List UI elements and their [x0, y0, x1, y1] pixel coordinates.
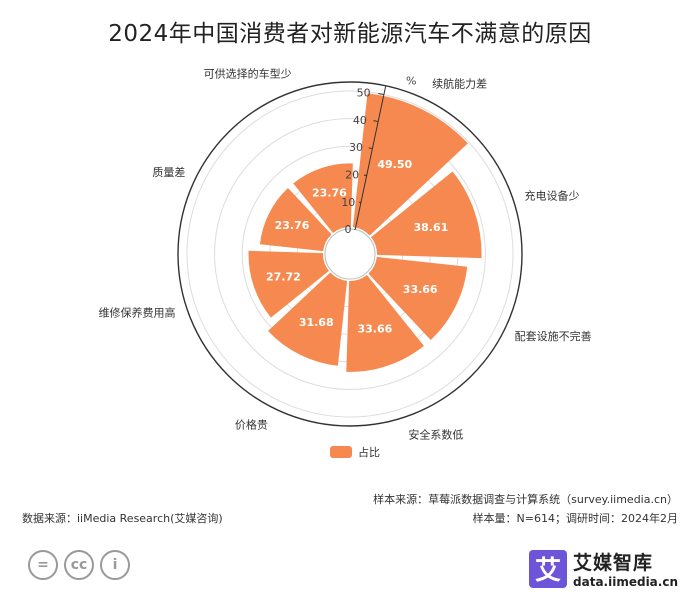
value-label: 27.72 [266, 270, 301, 283]
axis-tick-label: 40 [353, 114, 367, 127]
radial-axis [354, 85, 387, 230]
outer-ring [177, 81, 523, 427]
axis-tick-label: 30 [349, 141, 363, 154]
legend-swatch [330, 446, 352, 458]
category-label: 维修保养费用高 [99, 305, 176, 319]
axis-tick [373, 120, 379, 123]
bar-sector[interactable] [371, 171, 482, 259]
axis-tick-label: 0 [344, 223, 351, 236]
bar-sector[interactable] [293, 163, 353, 233]
category-label: 价格贵 [235, 418, 268, 432]
inner-circle [324, 228, 376, 280]
value-label: 23.76 [275, 219, 310, 232]
chart-title: 2024年中国消费者对新能源汽车不满意的原因 [108, 21, 592, 47]
grid-circle [214, 118, 486, 390]
bar-sector[interactable] [346, 275, 424, 372]
value-label: 31.68 [299, 316, 334, 329]
axis-tick-label: 10 [341, 196, 355, 209]
value-label: 23.76 [312, 187, 347, 200]
axis-tick [363, 174, 367, 177]
category-label: 质量差 [152, 165, 185, 179]
category-label: 可供选择的车型少 [204, 67, 292, 81]
grid-circle [186, 90, 514, 418]
category-label: 安全系数低 [408, 427, 463, 441]
logo-name: 艾媒智库 [573, 552, 654, 574]
category-label: 配套设施不完善 [515, 329, 592, 343]
sample-source: 样本来源：草莓派数据调查与计算系统（survey.iimedia.cn） [373, 493, 678, 506]
logo-icon: 艾 [529, 549, 568, 588]
unit-label: % [406, 75, 416, 88]
axis-tick-label: 20 [345, 169, 359, 182]
value-label: 38.61 [413, 221, 448, 234]
bar-sector[interactable] [268, 272, 348, 366]
bar-sector[interactable] [368, 256, 468, 340]
person-icon: i [100, 550, 130, 580]
bar-sector[interactable] [248, 250, 329, 318]
legend-label: 占比 [358, 446, 380, 459]
legend[interactable]: 占比 [330, 444, 380, 460]
cc-icon: cc [64, 550, 94, 580]
data-source: 数据来源：iiMedia Research(艾媒咨询) [22, 512, 223, 525]
category-label: 充电设备少 [524, 189, 579, 203]
logo-url: data.iimedia.cn [573, 575, 678, 589]
value-label: 33.66 [403, 283, 438, 296]
axis-tick [368, 147, 373, 150]
bar-sector[interactable] [352, 93, 468, 236]
category-label: 续航能力差 [432, 76, 487, 90]
value-label: 49.50 [377, 158, 412, 171]
bar-sector[interactable] [259, 187, 332, 252]
equals-icon: = [28, 550, 58, 580]
logo[interactable]: 艾 艾媒智库 data.iimedia.cn [529, 548, 678, 589]
license-icons: = cc i [28, 550, 136, 580]
axis-tick-label: 50 [357, 87, 371, 100]
value-label: 33.66 [357, 322, 392, 335]
axis-tick [378, 92, 384, 96]
sample-info: 样本量：N=614；调研时间：2024年2月 [472, 512, 678, 525]
